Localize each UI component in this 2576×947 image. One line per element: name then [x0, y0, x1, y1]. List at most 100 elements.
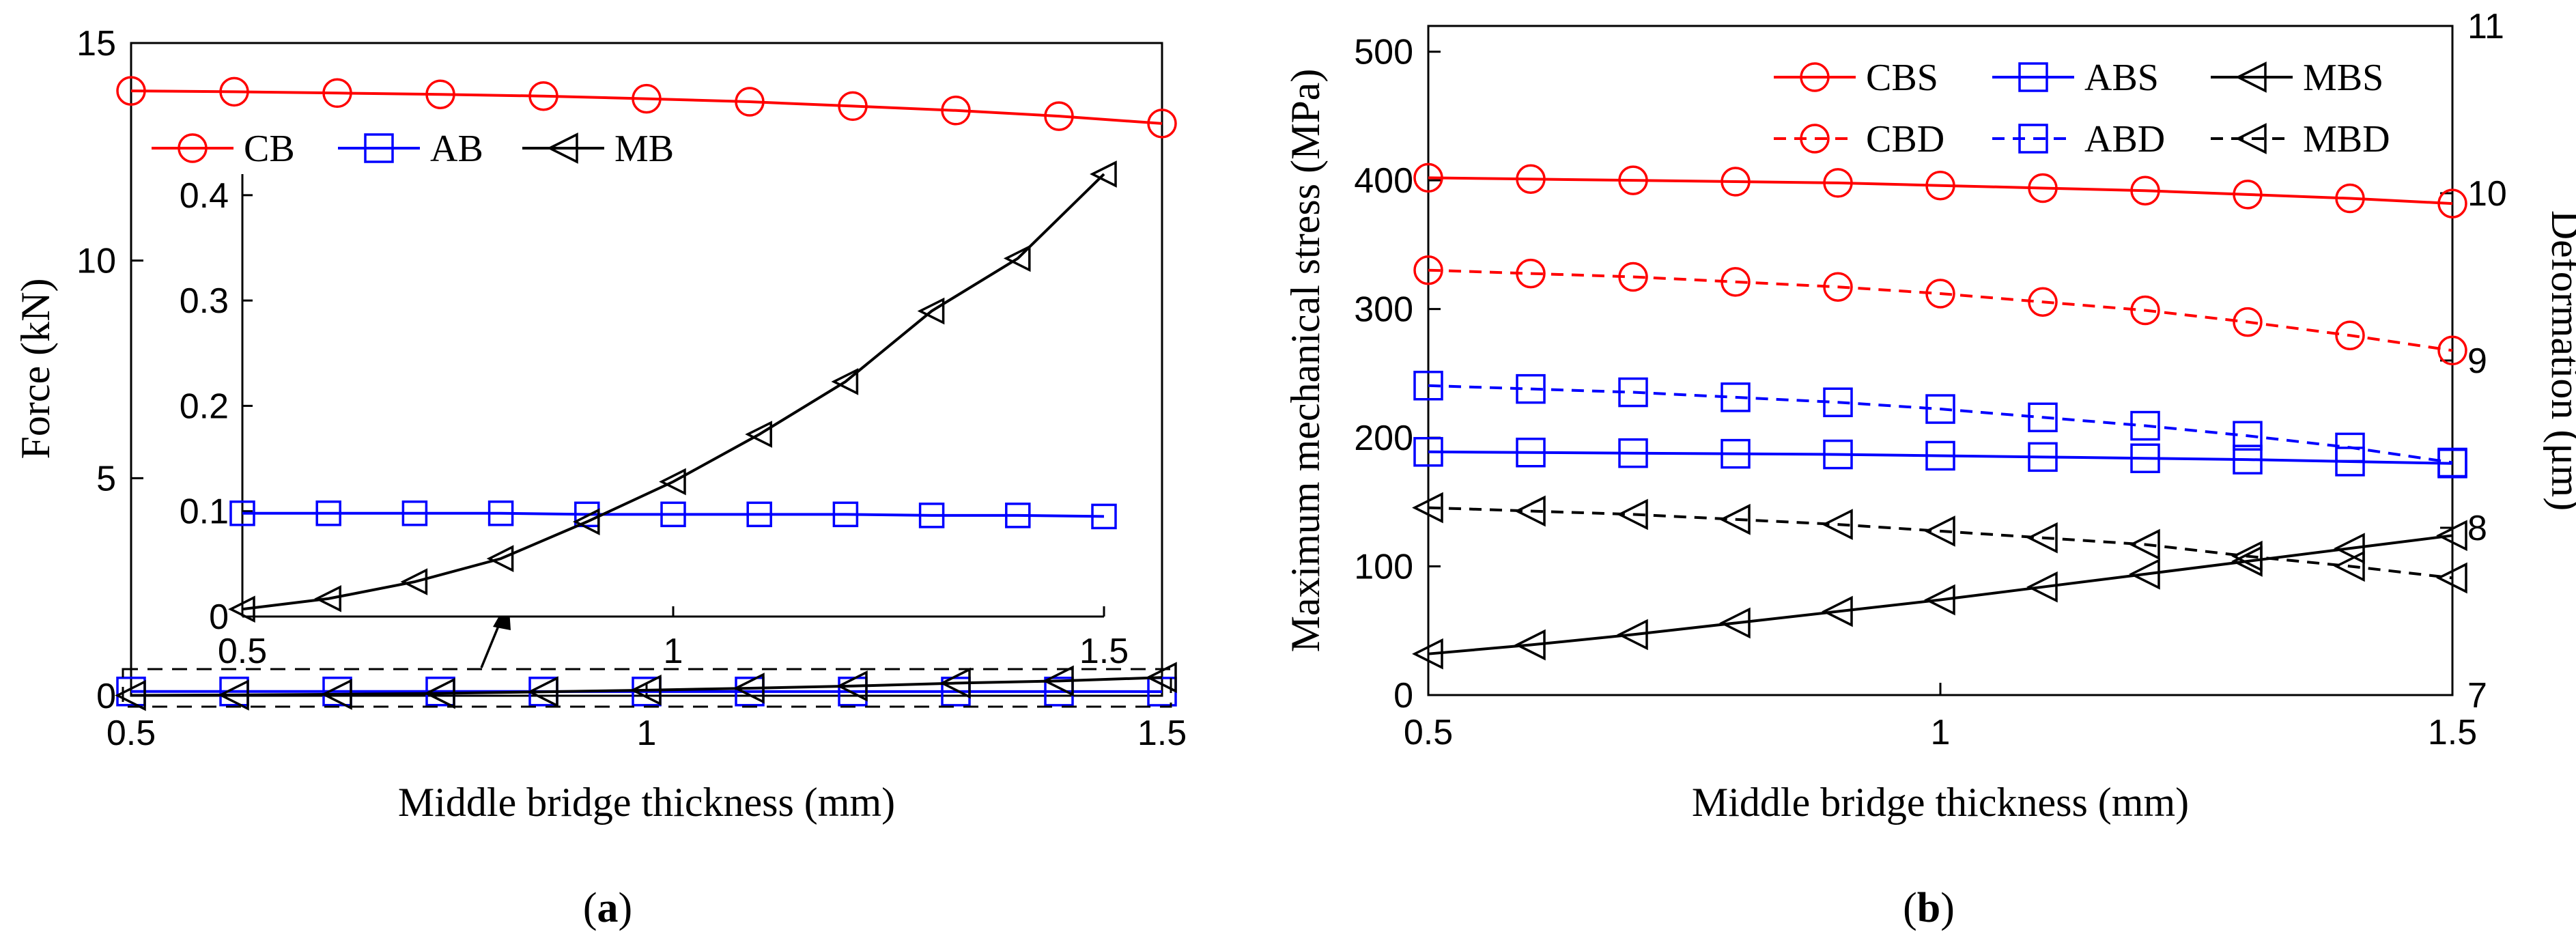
inset-ytick-label-1: 0.1 — [180, 492, 229, 532]
chart-b-series-CBS-point-5 — [1925, 170, 1955, 201]
chart-a-series-CB-point-5 — [632, 83, 662, 114]
chart-b-series-CBD-point-5 — [1925, 279, 1955, 309]
chart-a: 0.5 1 1.5 0 5 10 15 0.5 1 1.5 0 0.1 0.2 0.3 0.4 CB AB M… — [13, 24, 1187, 931]
chart-a-series-CB-point-8 — [941, 96, 971, 126]
chart-a-caption: (a) — [583, 885, 632, 931]
chart-b-legend-ABD-marker — [2018, 124, 2048, 154]
inset-ytick-label-3: 0.3 — [180, 281, 229, 321]
chart-a-series-MB-point-7 — [836, 670, 868, 702]
inset-background — [242, 174, 1104, 617]
chart-b-series-ABD-point-6 — [2028, 402, 2058, 433]
chart-a-ytick-label-0: 0 — [96, 677, 116, 716]
chart-a-series-CB-point-2 — [322, 78, 352, 109]
chart-b-series-ABD-point-1 — [1516, 373, 1546, 404]
chart-b-series-CBS-point-3 — [1721, 167, 1751, 197]
inset-series-MB-point-6 — [745, 421, 772, 448]
chart-b-series-MBD-point-0 — [1412, 492, 1443, 524]
chart-b-xtick-label-0: 0.5 — [1404, 713, 1453, 752]
chart-b-y2tick-label-1: 8 — [2467, 509, 2487, 548]
chart-b-series-MBD-point-5 — [1924, 515, 1955, 547]
chart-b-series-MBS-point-10 — [2436, 520, 2467, 552]
chart-b-caption: (b) — [1903, 885, 1955, 931]
chart-b-series-MBS-point-9 — [2334, 533, 2365, 564]
chart-b-series-MBS-point-6 — [2026, 571, 2058, 603]
chart-a-ytick-label-1: 5 — [96, 459, 116, 498]
chart-b-series-MBD-point-8 — [2231, 540, 2263, 572]
chart-b-series-MBS-point-0 — [1412, 638, 1443, 670]
chart-a-series-MB-point-8 — [939, 667, 971, 699]
inset-series-MB-line — [242, 173, 1105, 611]
chart-b-series-MBS-point-7 — [2129, 559, 2160, 590]
inset-series-MB-point-1 — [314, 584, 341, 612]
chart-b-series-MBD-point-1 — [1514, 495, 1546, 527]
chart-b-ylabel: Maximum mechanical stress (MPa) — [1283, 69, 1328, 653]
chart-b-series-MBD-point-4 — [1822, 509, 1853, 540]
inset-series-AB-point-6 — [746, 501, 772, 528]
chart-a-series-MB-point-1 — [218, 679, 249, 711]
chart-b-series-ABD-point-9 — [2335, 432, 2365, 463]
chart-b-series-MBS-point-2 — [1617, 619, 1648, 651]
chart-b-legend-ABD-label: ABD — [2084, 118, 2165, 160]
chart-b-legend-MBS-marker — [2235, 61, 2267, 93]
inset-series-AB-point-1 — [315, 500, 341, 526]
chart-b-series-MBD-point-2 — [1617, 498, 1648, 531]
chart-a-ytick-label-2: 10 — [76, 242, 116, 281]
chart-b-legend-CBS-marker — [1800, 62, 1830, 92]
inset-series-AB-point-8 — [918, 503, 945, 528]
zoom-region-box — [122, 668, 1172, 708]
chart-b-series-MBD-point-9 — [2334, 550, 2365, 582]
chart-b-xtick-label-2: 1.5 — [2428, 713, 2477, 752]
chart-b-series-ABS-point-6 — [2028, 442, 2058, 472]
chart-a-series-CB-point-3 — [425, 79, 455, 109]
chart-b-series-CBS-point-8 — [2233, 180, 2263, 210]
inset-series-AB-point-0 — [229, 500, 255, 526]
chart-a-series-CB-point-9 — [1044, 101, 1074, 131]
inset-ytick-label-0: 0 — [209, 597, 229, 637]
chart-b-ytick-label-0: 0 — [1393, 676, 1413, 716]
inset-series-AB-point-7 — [832, 501, 859, 528]
inset-series-AB-line — [242, 511, 1105, 518]
chart-b-series-ABD-point-3 — [1721, 382, 1751, 412]
chart-b-series-CBD-point-6 — [2028, 287, 2058, 317]
chart-b-series-MBD-line — [1428, 506, 2453, 580]
inset-ytick-label-2: 0.2 — [180, 386, 229, 426]
inset-series-AB-point-9 — [1005, 503, 1031, 528]
chart-b-series-ABD-point-0 — [1413, 371, 1443, 401]
chart-b-ytick-label-1: 100 — [1354, 548, 1413, 587]
inset-series-MB-point-7 — [831, 368, 859, 395]
chart-b-series-CBD-point-9 — [2335, 320, 2365, 350]
chart-b-series-ABS-point-5 — [1925, 440, 1955, 471]
chart-a-series-MB-line — [130, 676, 1163, 697]
chart-a-legend-AB-marker — [364, 133, 394, 163]
chart-a-caption-letter: a — [597, 885, 619, 931]
inset-series-MB-point-9 — [1003, 244, 1031, 272]
chart-a-series-CB-point-4 — [528, 81, 558, 111]
chart-b-legend: CBS ABS MBS CBD ABD MBD — [1774, 57, 2390, 160]
inset-series-MB-point-10 — [1090, 160, 1117, 188]
chart-a-ylabel: Force (kN) — [13, 279, 58, 460]
chart-a-ytick-label-3: 15 — [76, 24, 116, 63]
chart-b-series-ABD-point-8 — [2233, 421, 2263, 451]
chart-a-series-CB-point-7 — [838, 91, 868, 122]
chart-b-series-ABS-point-3 — [1721, 438, 1751, 469]
chart-b-series-CBD-point-2 — [1618, 262, 1648, 292]
chart-b-series-CBD-point-3 — [1721, 267, 1751, 297]
chart-b-series-ABD-point-4 — [1823, 387, 1853, 417]
inset-series-AB-point-3 — [487, 500, 514, 526]
chart-b-series-ABS-point-0 — [1413, 437, 1443, 467]
chart-b-y2label: Deformation (μm) — [2543, 210, 2576, 511]
inset-series-AB-point-5 — [660, 501, 686, 528]
chart-b-series-ABD-point-2 — [1618, 377, 1648, 408]
chart-a-legend-CB-marker — [178, 133, 208, 163]
chart-b-series-CBS-point-1 — [1516, 164, 1546, 195]
chart-b-series-MBD-point-10 — [2436, 562, 2467, 594]
chart-b-series-MBS-point-5 — [1924, 584, 1955, 616]
chart-b-series-CBS-point-6 — [2028, 173, 2058, 203]
chart-b-series-CBD-point-4 — [1823, 272, 1853, 302]
chart-a-series-CB-point-0 — [116, 76, 146, 106]
chart-a-xlabel: Middle bridge thickness (mm) — [398, 780, 895, 825]
inset-ytick-label-4: 0.4 — [180, 176, 229, 216]
chart-b-xtick-label-1: 1 — [1931, 713, 1951, 752]
chart-b-series-CBD-point-1 — [1516, 258, 1546, 289]
chart-b-series-MBD-point-7 — [2129, 528, 2160, 561]
